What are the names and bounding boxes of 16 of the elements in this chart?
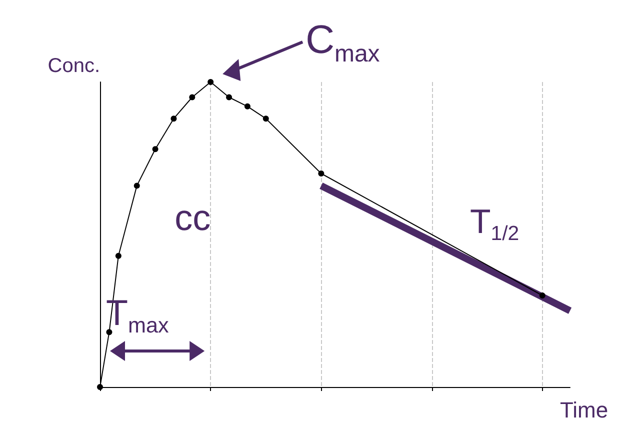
point [244,103,250,110]
y-axis-title: Conc. [48,55,100,77]
point [226,94,232,100]
point [189,94,196,100]
point [208,79,214,85]
annotation: T$_{1/2}$ [470,203,520,246]
point [262,116,269,122]
annotation: cc [174,197,211,238]
point [152,146,158,152]
text: C$_{max}$ [306,18,380,68]
point [134,182,140,189]
x-axis-title: Time [560,398,608,421]
point [318,170,324,176]
point [115,252,122,259]
point [539,292,546,298]
point [170,116,177,122]
